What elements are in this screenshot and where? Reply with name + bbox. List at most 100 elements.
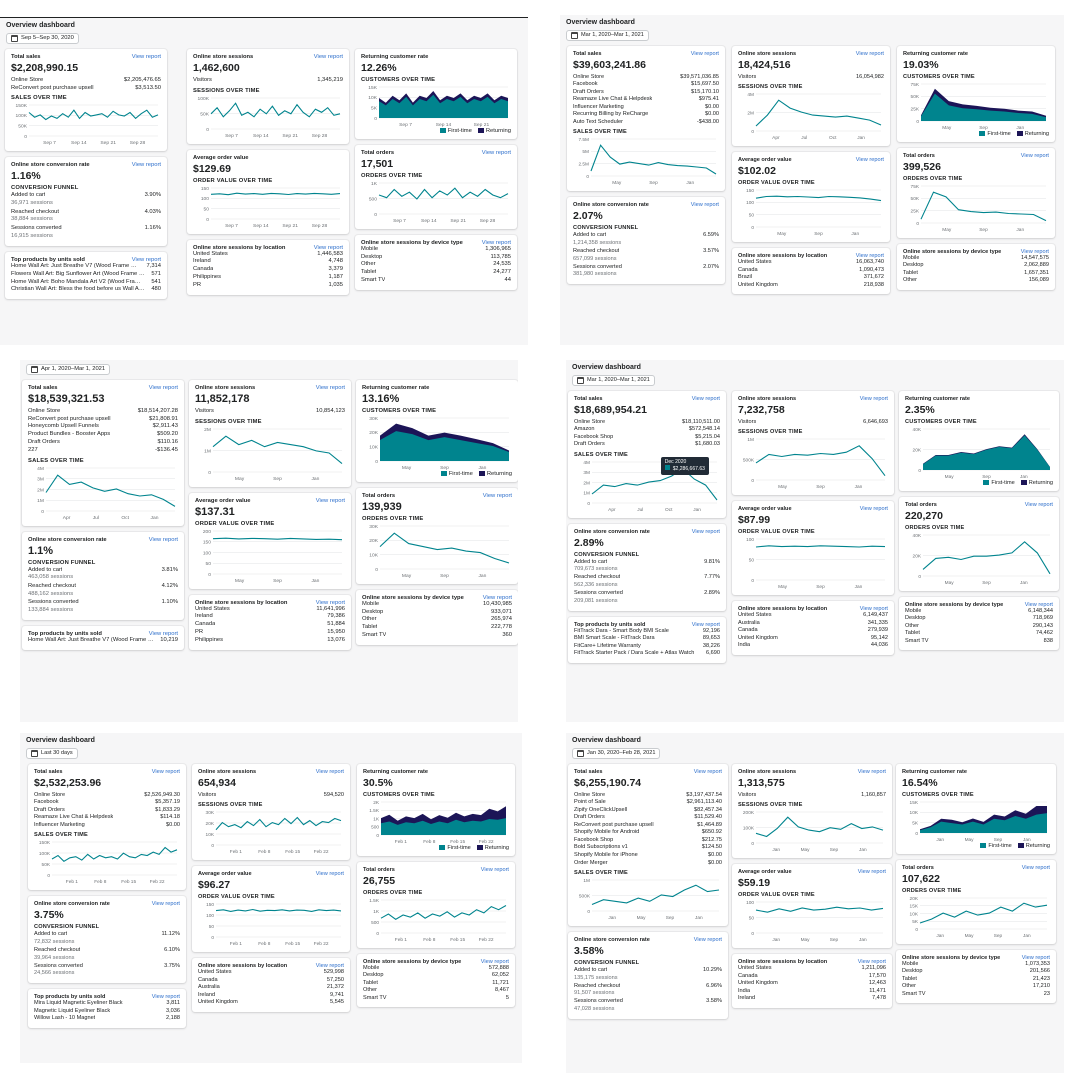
chart-svg: 1M 500K 0 Jan May Sep Jan (579, 878, 720, 921)
view-report-link[interactable]: View report (148, 631, 178, 638)
row-value: 14,547,575 (1021, 254, 1049, 261)
view-report-link[interactable]: View report (857, 959, 886, 966)
view-report-link[interactable]: View report (690, 50, 719, 57)
date-range-button[interactable]: Mar 1, 2020–Mar 1, 2021 (566, 30, 649, 41)
view-report-link[interactable]: View report (1021, 864, 1050, 871)
row-label: Recurring Billing by ReCharge (573, 111, 648, 119)
legend-label: First-time (448, 470, 473, 477)
row-label: Order Merger (574, 860, 608, 868)
date-range-button[interactable]: Sep 5–Sep 30, 2020 (6, 33, 79, 44)
card-header: Total orders View report (903, 153, 1049, 159)
view-report-link[interactable]: View report (151, 994, 180, 1001)
y-tick-label: 3M (583, 470, 590, 476)
view-report-link[interactable]: View report (315, 768, 344, 775)
view-report-link[interactable]: View report (691, 621, 720, 628)
row-value: $0.00 (708, 859, 722, 866)
row-value: $1,464.89 (697, 821, 722, 828)
breakdown-row: Canada 57,250 (198, 977, 344, 985)
row-value: 1,160,857 (861, 791, 886, 798)
row-label: Tablet (363, 980, 378, 988)
date-range-button[interactable]: Apr 1, 2020–Mar 1, 2021 (26, 364, 111, 375)
view-report-link[interactable]: View report (859, 395, 888, 402)
y-tick-label: 1K (373, 816, 380, 822)
date-range-button[interactable]: Mar 1, 2020–Mar 1, 2021 (572, 375, 655, 386)
view-report-link[interactable]: View report (148, 384, 178, 391)
dashboard-column: Total sales View report $2,208,990.15 Onlin… (5, 48, 167, 305)
row-label-text: Desktop (905, 615, 926, 622)
view-report-link[interactable]: View report (691, 528, 720, 535)
x-tick-label: Jul (801, 135, 807, 141)
row-value: 113,785 (490, 253, 511, 260)
y-tick-label: 15K (910, 903, 919, 909)
view-report-link[interactable]: View report (313, 244, 343, 251)
first-time-area (381, 817, 506, 835)
chart-label: CUSTOMERS OVER TIME (903, 73, 975, 80)
view-report-link[interactable]: View report (693, 937, 722, 944)
view-report-link[interactable]: View report (315, 871, 344, 878)
card-device: Online store sessions by device type View… (355, 234, 517, 290)
view-report-link[interactable]: View report (1024, 501, 1053, 508)
row-label-text: Smart TV (361, 277, 386, 284)
y-tick-label: 0 (915, 830, 918, 836)
view-report-link[interactable]: View report (690, 202, 719, 209)
view-report-link[interactable]: View report (855, 50, 884, 57)
y-tick-label: 0 (211, 935, 214, 941)
row-value: 5,545 (330, 999, 344, 1006)
metric-value: 1,462,600 (193, 61, 240, 74)
view-report-link[interactable]: View report (1024, 601, 1053, 608)
chart-area: 75K 50K 25K 0 May Sep Jan (903, 81, 1049, 131)
y-tick-label: 0 (41, 508, 44, 514)
breakdown-row: Desktop 201,566 (902, 968, 1050, 976)
view-report-link[interactable]: View report (315, 599, 345, 606)
view-report-link[interactable]: View report (481, 149, 511, 156)
y-tick-label: 50 (209, 924, 215, 930)
view-report-link[interactable]: View report (151, 768, 180, 775)
row-label: Sessions converted (573, 264, 622, 272)
view-report-link[interactable]: View report (151, 901, 180, 908)
card-header: Total orders View report (361, 150, 511, 156)
date-range-button[interactable]: Last 30 days (26, 748, 78, 759)
view-report-link[interactable]: View report (1020, 152, 1049, 159)
row-label-text: FitTrack Starter Pack / Dara Scale + Atl… (574, 650, 695, 657)
view-report-link[interactable]: View report (857, 869, 886, 876)
view-report-link[interactable]: View report (480, 866, 509, 873)
chart-area: 75K 50K 25K 0 May Sep Jan (903, 183, 1049, 233)
view-report-link[interactable]: View report (480, 958, 509, 965)
row-label-text: Influencer Marketing (573, 103, 624, 110)
view-report-link[interactable]: View report (131, 256, 161, 263)
chart-label: CUSTOMERS OVER TIME (362, 407, 437, 414)
card-header: Online store sessions View report (738, 51, 884, 57)
x-tick-label: Sep (814, 231, 823, 237)
view-report-link[interactable]: View report (313, 53, 343, 60)
row-label-text: Sessions converted (11, 224, 62, 231)
view-report-link[interactable]: View report (855, 157, 884, 164)
view-report-link[interactable]: View report (315, 963, 344, 970)
view-report-link[interactable]: View report (1020, 248, 1049, 255)
chart-svg: 30K 20K 10K 0 May Sep Jan (369, 416, 509, 471)
view-report-link[interactable]: View report (482, 492, 512, 499)
view-report-link[interactable]: View report (131, 162, 161, 169)
view-report-link[interactable]: View report (691, 395, 720, 402)
view-report-link[interactable]: View report (482, 594, 512, 601)
view-report-link[interactable]: View report (1021, 954, 1050, 961)
view-report-link[interactable]: View report (855, 253, 884, 260)
y-tick-label: 15K (910, 799, 919, 805)
view-report-link[interactable]: View report (148, 536, 178, 543)
view-report-link[interactable]: View report (315, 384, 345, 391)
row-value: 74,462 (1035, 630, 1053, 637)
view-report-link[interactable]: View report (859, 506, 888, 513)
date-range-button[interactable]: Jan 30, 2020–Feb 28, 2021 (572, 748, 661, 759)
x-tick-label: Sep 28 (312, 223, 328, 229)
row-value: 1,073,353 (1025, 960, 1050, 967)
chart-area: 1.5K 1K 500 0 Feb 1 Feb 8 Feb 15 Feb 22 (363, 897, 509, 943)
row-label-text: Desktop (902, 968, 923, 975)
view-report-link[interactable]: View report (315, 497, 345, 504)
row-label-text: Philippines (193, 274, 222, 281)
y-tick-label: 4M (583, 460, 590, 466)
chart-area: 150 100 50 0 Sep 7 Sep 14 Sep 21 Sep 28 (193, 185, 343, 229)
view-report-link[interactable]: View report (693, 768, 722, 775)
view-report-link[interactable]: View report (481, 239, 511, 246)
view-report-link[interactable]: View report (857, 768, 886, 775)
view-report-link[interactable]: View report (859, 606, 888, 613)
view-report-link[interactable]: View report (131, 53, 161, 60)
